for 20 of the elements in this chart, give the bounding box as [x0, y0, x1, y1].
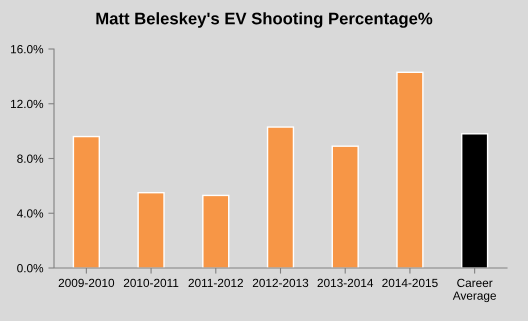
bar — [332, 145, 359, 268]
y-tick-label: 8.0% — [17, 154, 44, 163]
x-tick-label: 2014-2015 — [382, 278, 438, 288]
bar — [266, 126, 294, 268]
bar — [461, 133, 488, 268]
bar — [202, 194, 230, 268]
bar — [137, 192, 165, 268]
x-tick-label: 2009-2010 — [58, 278, 114, 288]
x-tick-label: 2010-2011 — [124, 278, 178, 288]
x-tick-label: 2013-2014 — [318, 278, 374, 288]
chart-title: Matt Beleskey's EV Shooting Percentage% — [96, 12, 432, 28]
y-tick-label: 4.0% — [16, 209, 44, 218]
y-tick-label: 16.0% — [11, 45, 44, 54]
y-tick-label: 12.0% — [11, 100, 44, 108]
bar — [72, 136, 100, 268]
bar — [396, 72, 424, 268]
x-tick-label: 2012-2013 — [252, 278, 308, 288]
x-tick-label: Career Average — [452, 278, 496, 302]
x-tick-label: 2011-2012 — [188, 278, 243, 288]
y-tick-label: 0.0% — [17, 264, 44, 272]
